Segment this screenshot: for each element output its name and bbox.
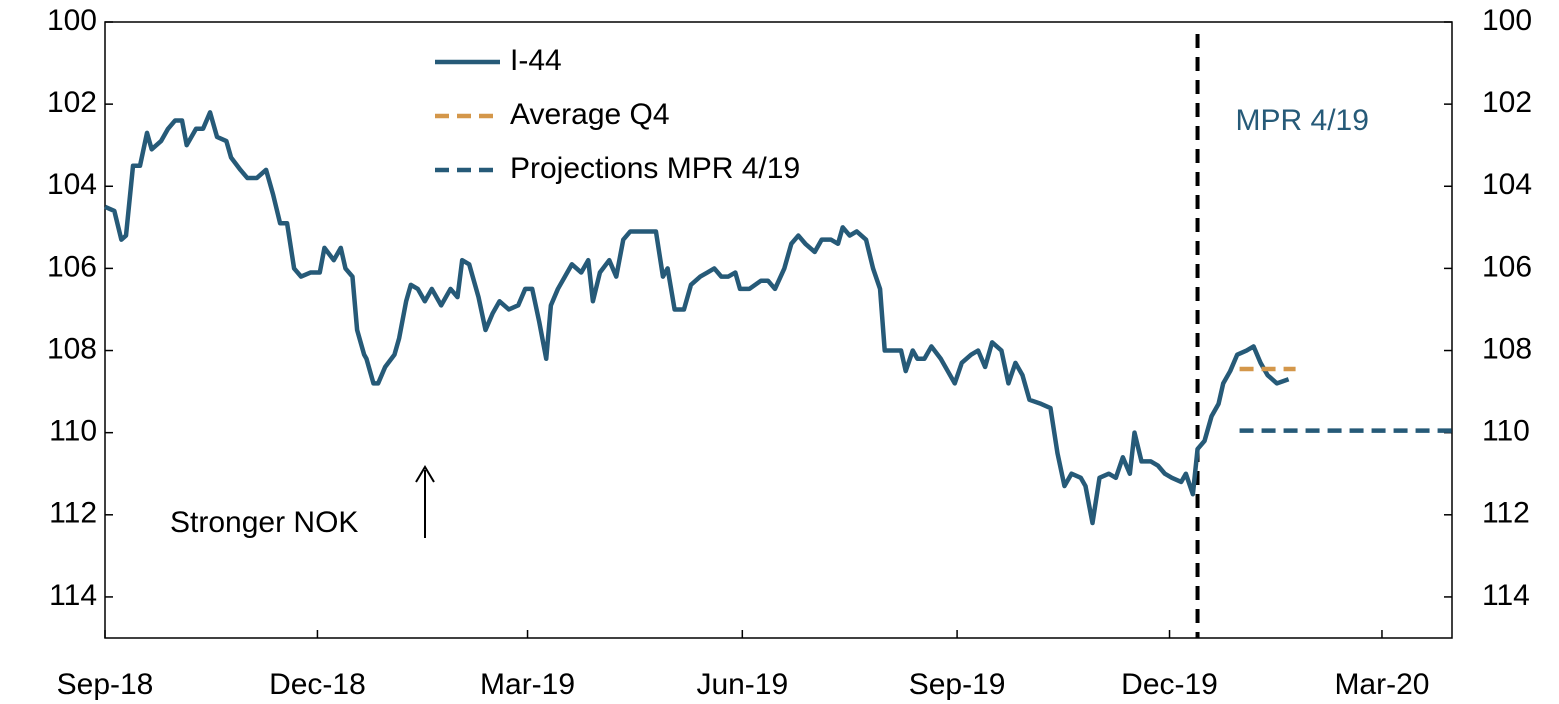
- x-tick-label: Mar-20: [1334, 668, 1429, 701]
- x-tick-label: Dec-19: [1121, 668, 1218, 701]
- y-tick-label: 100: [47, 4, 97, 37]
- x-tick-label: Sep-19: [909, 668, 1006, 701]
- y2-tick-label: 100: [1482, 4, 1532, 37]
- x-tick-label: Jun-19: [696, 668, 788, 701]
- vertical-marker-label: MPR 4/19: [1236, 104, 1369, 137]
- legend-label: I-44: [510, 44, 562, 77]
- y-tick-label: 102: [47, 86, 97, 119]
- y2-tick-label: 106: [1482, 250, 1532, 283]
- y-tick-label: 112: [49, 497, 97, 530]
- x-tick-label: Mar-19: [480, 668, 575, 701]
- y2-tick-label: 114: [1482, 579, 1530, 612]
- y-tick-label: 110: [49, 415, 97, 448]
- y2-tick-label: 108: [1482, 332, 1532, 365]
- annotation-arrowhead: [415, 465, 435, 483]
- y2-tick-label: 110: [1482, 415, 1530, 448]
- y-tick-label: 108: [47, 332, 97, 365]
- x-tick-label: Dec-18: [269, 668, 366, 701]
- line-series: [104, 110, 1290, 526]
- y-tick-label: 106: [47, 250, 97, 283]
- y2-tick-label: 112: [1482, 497, 1530, 530]
- y-tick-label: 114: [49, 579, 97, 612]
- y2-tick-label: 102: [1482, 86, 1532, 119]
- legend-label: Projections MPR 4/19: [510, 152, 800, 185]
- y2-tick-label: 104: [1482, 168, 1532, 201]
- annotation-text: Stronger NOK: [170, 506, 358, 539]
- plot-frame: [104, 21, 1453, 639]
- y-tick-label: 104: [47, 168, 97, 201]
- x-tick-label: Sep-18: [57, 668, 154, 701]
- legend-label: Average Q4: [510, 98, 670, 131]
